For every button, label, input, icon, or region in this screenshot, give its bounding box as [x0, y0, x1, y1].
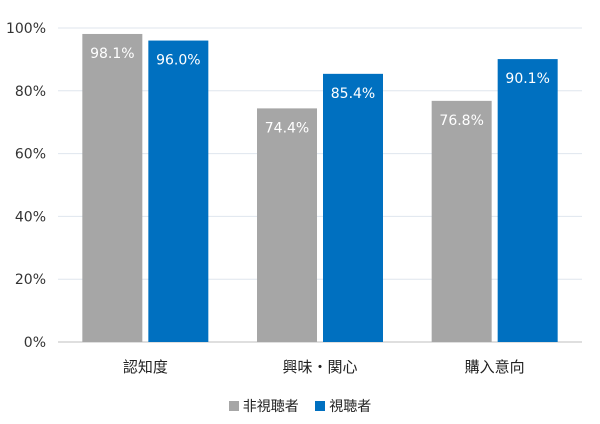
legend: 非視聴者 視聴者 [0, 396, 600, 416]
y-tick-label: 20% [15, 272, 46, 288]
bar-chart: 0% 20% 40% 60% 80% 100% 98.1% 96.0% 74.4% 85.4% 7… [6, 21, 582, 376]
x-axis: 認知度 興味・関心 購入意向 [123, 358, 525, 376]
legend-item-non-viewers: 非視聴者 [228, 396, 299, 416]
data-label: 74.4% [265, 120, 309, 136]
x-tick-label: 興味・関心 [282, 358, 357, 376]
bar-non-viewers-0 [82, 33, 143, 342]
data-label: 90.1% [505, 71, 549, 87]
legend-label-viewers: 視聴者 [329, 399, 372, 415]
legend-swatch-non-viewers [228, 401, 239, 411]
legend-swatch-viewers [315, 401, 326, 411]
y-tick-label: 60% [15, 147, 46, 163]
legend-item-viewers: 視聴者 [315, 396, 371, 416]
y-tick-label: 80% [15, 84, 46, 100]
bar-non-viewers-2 [431, 100, 492, 343]
legend-label-non-viewers: 非視聴者 [242, 399, 299, 415]
data-label: 76.8% [439, 113, 483, 129]
data-label: 85.4% [331, 86, 375, 102]
y-tick-label: 100% [6, 21, 46, 37]
y-tick-label: 40% [15, 209, 46, 225]
data-label: 98.1% [90, 46, 134, 62]
bar-viewers-0 [148, 40, 209, 343]
y-tick-label: 0% [24, 335, 46, 351]
bars [82, 33, 558, 343]
bar-viewers-2 [497, 59, 558, 342]
bar-viewers-1 [323, 73, 383, 343]
x-tick-label: 認知度 [123, 358, 168, 376]
data-labels: 98.1% 96.0% 74.4% 85.4% 76.8% 90.1% [90, 46, 550, 136]
bar-non-viewers-1 [257, 108, 317, 342]
y-axis: 0% 20% 40% 60% 80% 100% [6, 21, 46, 351]
x-tick-label: 購入意向 [465, 358, 525, 376]
gridlines [58, 27, 582, 343]
data-label: 96.0% [156, 53, 200, 69]
